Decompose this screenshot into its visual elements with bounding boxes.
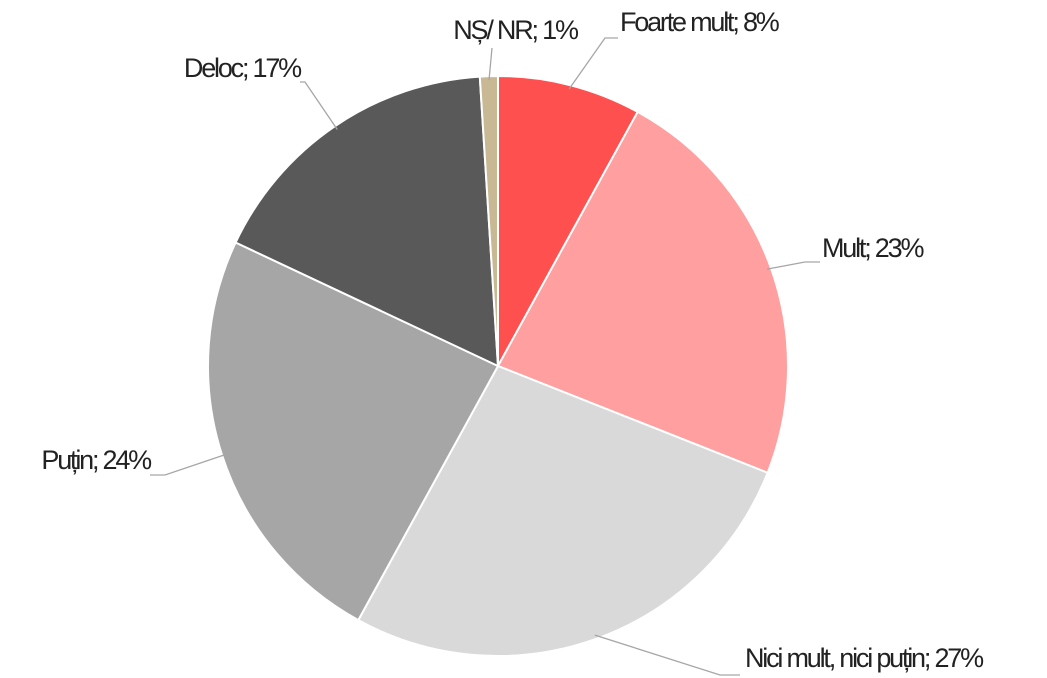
leader-line — [300, 81, 338, 130]
data-label: Foarte mult; 8% — [620, 7, 780, 37]
leader-line — [568, 37, 618, 90]
leader-line — [766, 261, 820, 270]
leader-line — [150, 453, 227, 476]
data-label: Nici mult, nici puțin; 27% — [745, 643, 984, 673]
data-label: Deloc; 17% — [184, 53, 302, 83]
data-label: Puțin; 24% — [41, 445, 152, 475]
pie-slice — [497, 74, 640, 367]
leader-line — [488, 47, 493, 81]
data-label: Mult; 23% — [822, 233, 924, 263]
data-label: NȘ/ NR; 1% — [453, 15, 579, 45]
leader-line — [594, 634, 740, 676]
pie-slice — [356, 364, 769, 657]
